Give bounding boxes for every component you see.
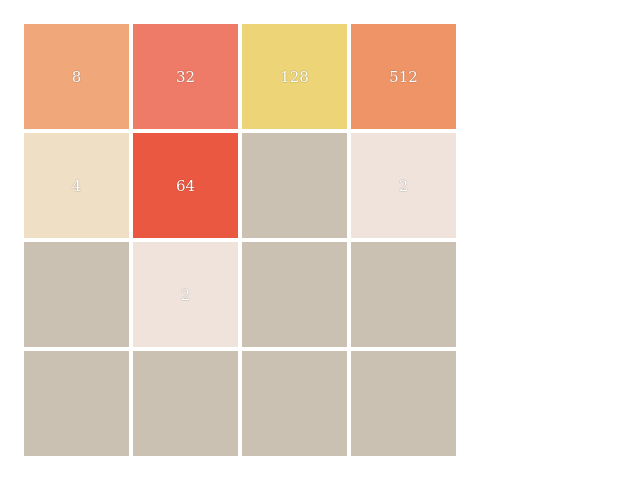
tile [133,351,238,456]
tile: 64 [133,133,238,238]
tile: 512 [351,24,456,129]
tile: 32 [133,24,238,129]
tile [242,351,347,456]
tile: 8 [24,24,129,129]
tile [351,351,456,456]
score-panel [528,32,580,68]
tile [242,133,347,238]
tile: 2 [351,133,456,238]
tile [242,242,347,347]
tile: 128 [242,24,347,129]
tile [351,242,456,347]
tile [24,351,129,456]
game-board: 8 32 128 512 4 64 2 2 [24,24,456,456]
tile [24,242,129,347]
tile: 4 [24,133,129,238]
tile: 2 [133,242,238,347]
